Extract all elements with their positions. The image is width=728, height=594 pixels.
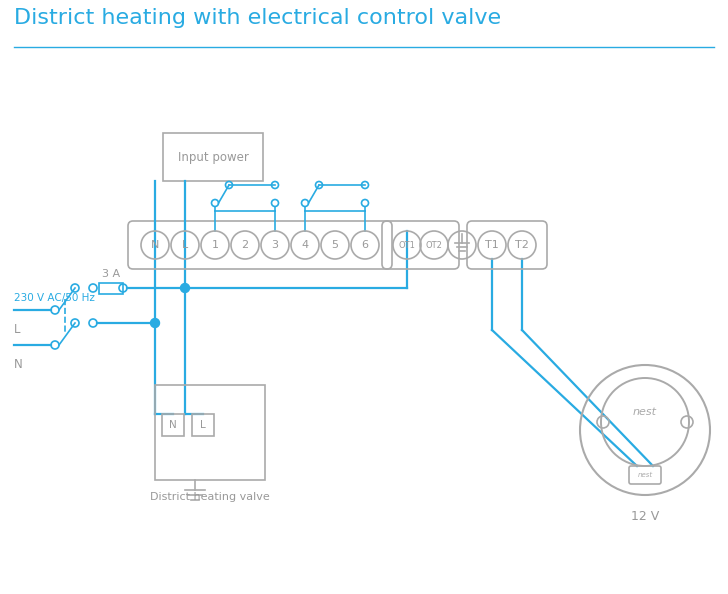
Text: T2: T2: [515, 240, 529, 250]
Text: L: L: [182, 240, 188, 250]
Circle shape: [181, 283, 189, 292]
Text: N: N: [14, 358, 23, 371]
Text: OT1: OT1: [398, 241, 416, 249]
Text: 1: 1: [212, 240, 218, 250]
Text: Input power: Input power: [178, 150, 248, 163]
Text: L: L: [14, 323, 20, 336]
Text: 2: 2: [242, 240, 248, 250]
Text: 5: 5: [331, 240, 339, 250]
Text: L: L: [200, 420, 206, 430]
Text: nest: nest: [633, 407, 657, 417]
Text: 3 A: 3 A: [102, 269, 120, 279]
Bar: [162, 414, 184, 436]
Bar: [99, 283, 123, 293]
Text: T1: T1: [485, 240, 499, 250]
Text: 4: 4: [301, 240, 309, 250]
Text: 12 V: 12 V: [631, 510, 659, 523]
Circle shape: [151, 318, 159, 327]
Text: N: N: [151, 240, 159, 250]
Bar: [163, 133, 263, 181]
Text: 6: 6: [362, 240, 368, 250]
Bar: [192, 414, 214, 436]
Text: N: N: [169, 420, 177, 430]
Text: nest: nest: [638, 472, 652, 478]
Text: 3: 3: [272, 240, 279, 250]
Bar: [155, 385, 265, 480]
Text: OT2: OT2: [426, 241, 443, 249]
Text: District heating valve: District heating valve: [150, 492, 270, 502]
Text: 230 V AC/50 Hz: 230 V AC/50 Hz: [14, 293, 95, 303]
Text: District heating with electrical control valve: District heating with electrical control…: [14, 8, 501, 28]
